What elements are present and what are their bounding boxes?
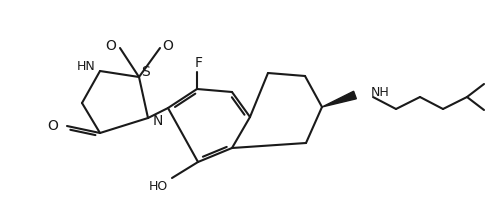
Text: F: F bbox=[195, 56, 203, 70]
Text: O: O bbox=[47, 119, 58, 133]
Text: N: N bbox=[153, 114, 164, 128]
Text: O: O bbox=[106, 39, 117, 53]
Text: S: S bbox=[141, 65, 149, 79]
Text: O: O bbox=[163, 39, 173, 53]
Polygon shape bbox=[322, 91, 356, 107]
Text: HO: HO bbox=[149, 180, 168, 192]
Text: NH: NH bbox=[371, 87, 390, 99]
Text: HN: HN bbox=[76, 59, 95, 73]
